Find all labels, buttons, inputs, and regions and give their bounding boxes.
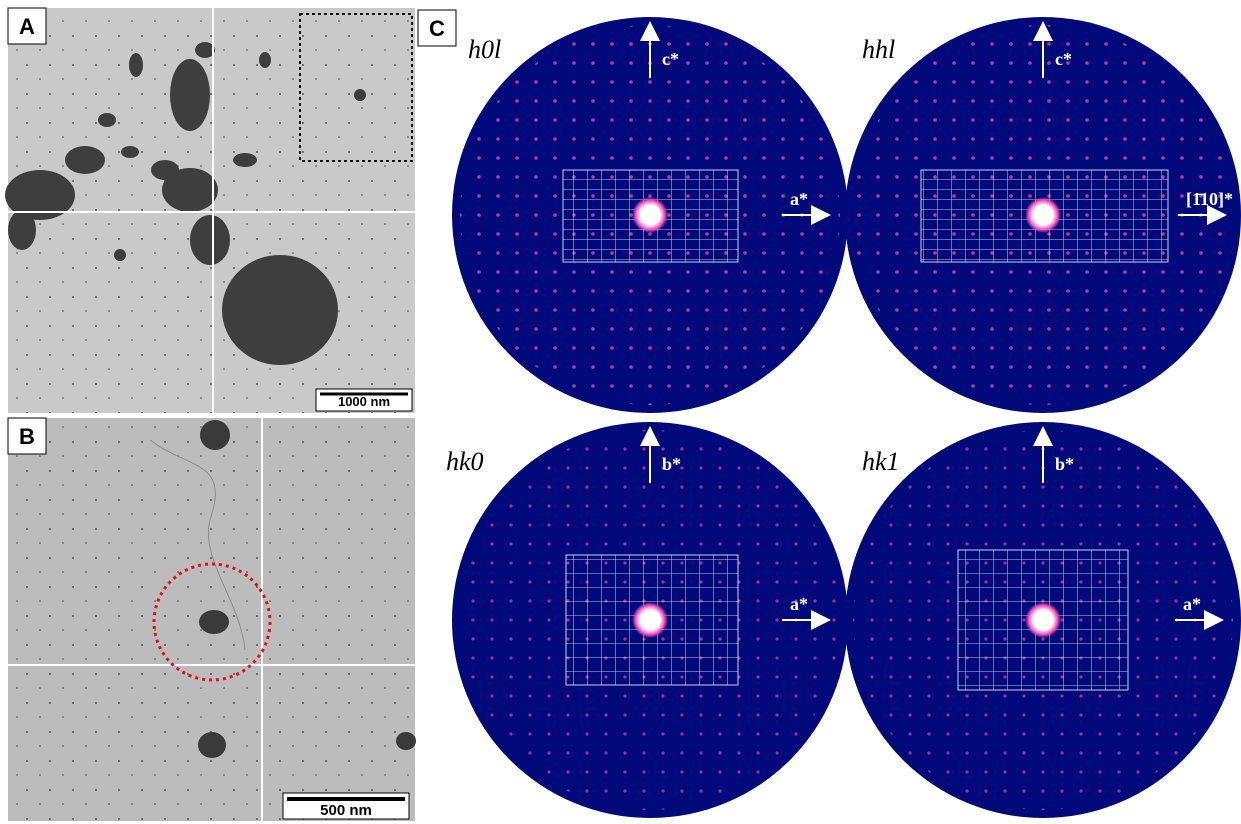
pattern-title: hk0 [446,447,484,476]
axis-label: b* [662,454,681,474]
central-beam [1025,602,1061,638]
diffraction-pattern: hk0 b* a* [446,422,848,818]
diffraction-pattern: hhl c* [1̄10]* [845,17,1241,413]
axis-label: c* [1055,49,1072,69]
panel-a: 1000 nm A [5,8,415,413]
central-beam [632,197,668,233]
pattern-title: hk1 [862,447,900,476]
scale-bar-label: 1000 nm [338,394,390,409]
panel-label: B [19,424,35,449]
panel-label: A [19,14,35,39]
diffraction-pattern: h0l c* a* [452,17,848,413]
micrograph-noise [8,8,415,413]
pattern-title: hhl [862,35,895,64]
axis-label: a* [790,189,808,209]
axis-label: a* [790,594,808,614]
axis-label: c* [662,49,679,69]
central-beam [632,602,668,638]
axis-label: [1̄10]* [1186,189,1233,209]
panel-label: C [429,16,445,41]
panel-c: C h0l c* a* hhl c* [1̄10]* hk0 b* a* hk1 b* a* [418,10,1241,818]
central-beam [1025,197,1061,233]
scale-bar-label: 500 nm [320,802,372,819]
figure: 1000 nm A 500 nm B C h0l c* a* hhl c* [1̄10]*… [0,0,1241,824]
panel-b: 500 nm B [8,418,416,821]
axis-label: b* [1055,454,1074,474]
diffraction-pattern: hk1 b* a* [845,422,1241,818]
pattern-title: h0l [468,35,501,64]
axis-label: a* [1183,594,1201,614]
